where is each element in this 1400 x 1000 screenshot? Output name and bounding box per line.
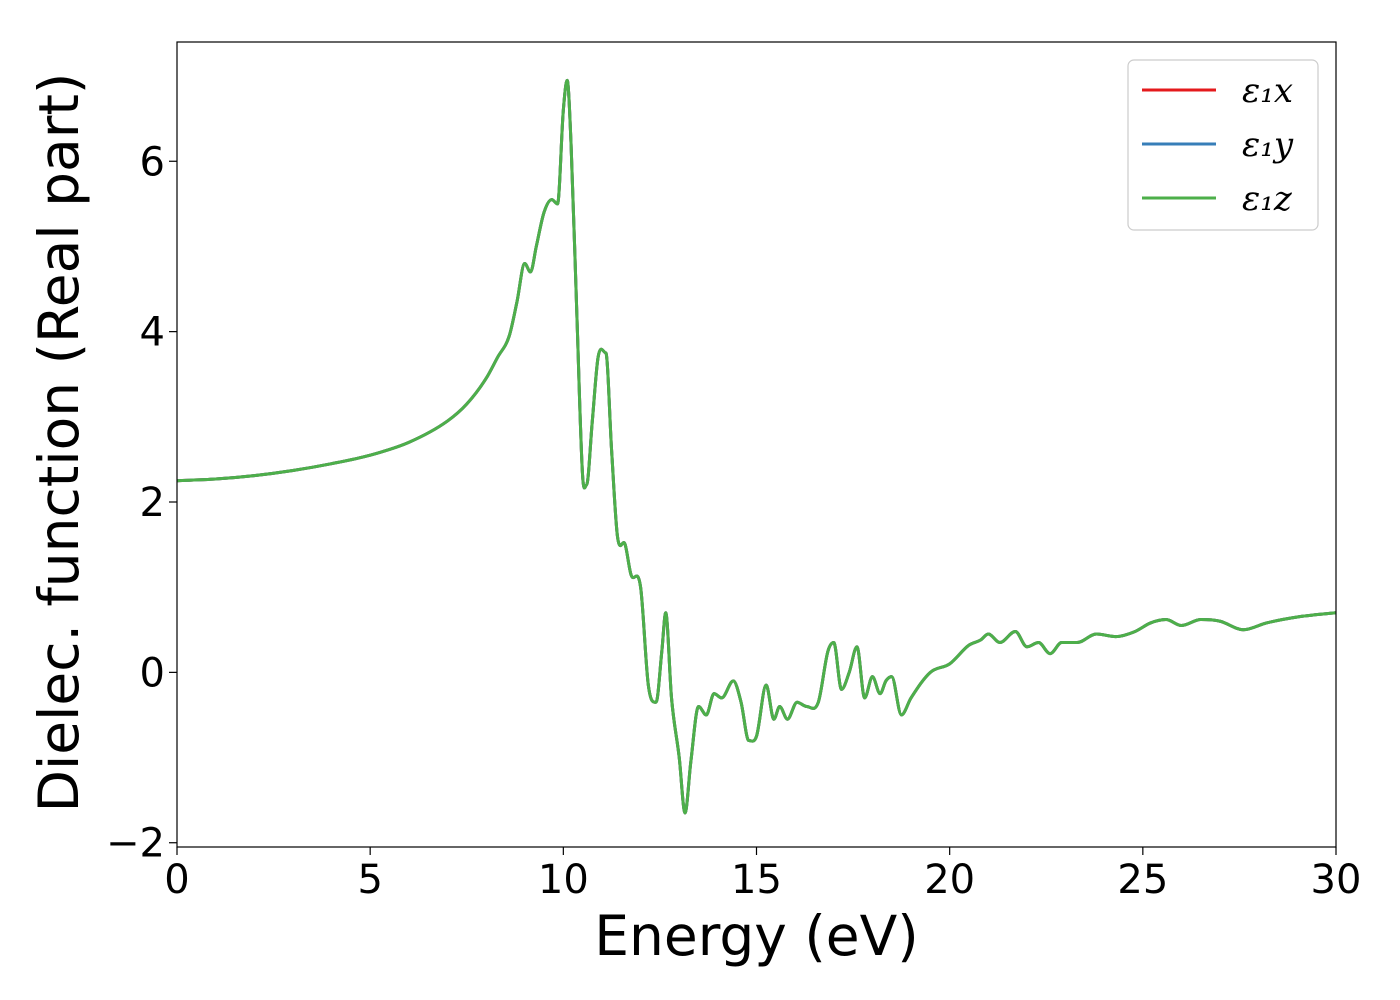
y-tick-label: 0 bbox=[140, 650, 165, 696]
x-tick-label: 20 bbox=[924, 857, 975, 903]
x-tick-label: 30 bbox=[1311, 857, 1362, 903]
y-tick-label: −2 bbox=[106, 821, 165, 867]
x-tick-label: 15 bbox=[731, 857, 782, 903]
x-tick-label: 25 bbox=[1117, 857, 1168, 903]
x-tick-label: 0 bbox=[164, 857, 189, 903]
y-tick-label: 2 bbox=[140, 480, 165, 526]
legend-box bbox=[1127, 59, 1319, 231]
series-layer bbox=[177, 78, 1336, 815]
legend: ε₁x ε₁y ε₁z bbox=[1127, 59, 1319, 231]
legend-label: ε₁y bbox=[1242, 125, 1294, 165]
x-axis-title: Energy (eV) bbox=[594, 904, 918, 968]
x-tick-label: 5 bbox=[357, 857, 382, 903]
y-tick-label: 6 bbox=[140, 139, 165, 185]
y-axis-ticks: −2 0 2 4 6 bbox=[106, 139, 177, 867]
x-tick-label: 10 bbox=[538, 857, 589, 903]
y-tick-label: 4 bbox=[140, 310, 165, 356]
legend-label: ε₁x bbox=[1242, 71, 1293, 111]
y-axis-title: Dielec. function (Real part) bbox=[27, 73, 91, 813]
series-line-3 bbox=[177, 78, 1336, 815]
legend-label: ε₁z bbox=[1242, 179, 1293, 219]
x-axis-ticks: 0 5 10 15 20 25 30 bbox=[164, 847, 1361, 903]
